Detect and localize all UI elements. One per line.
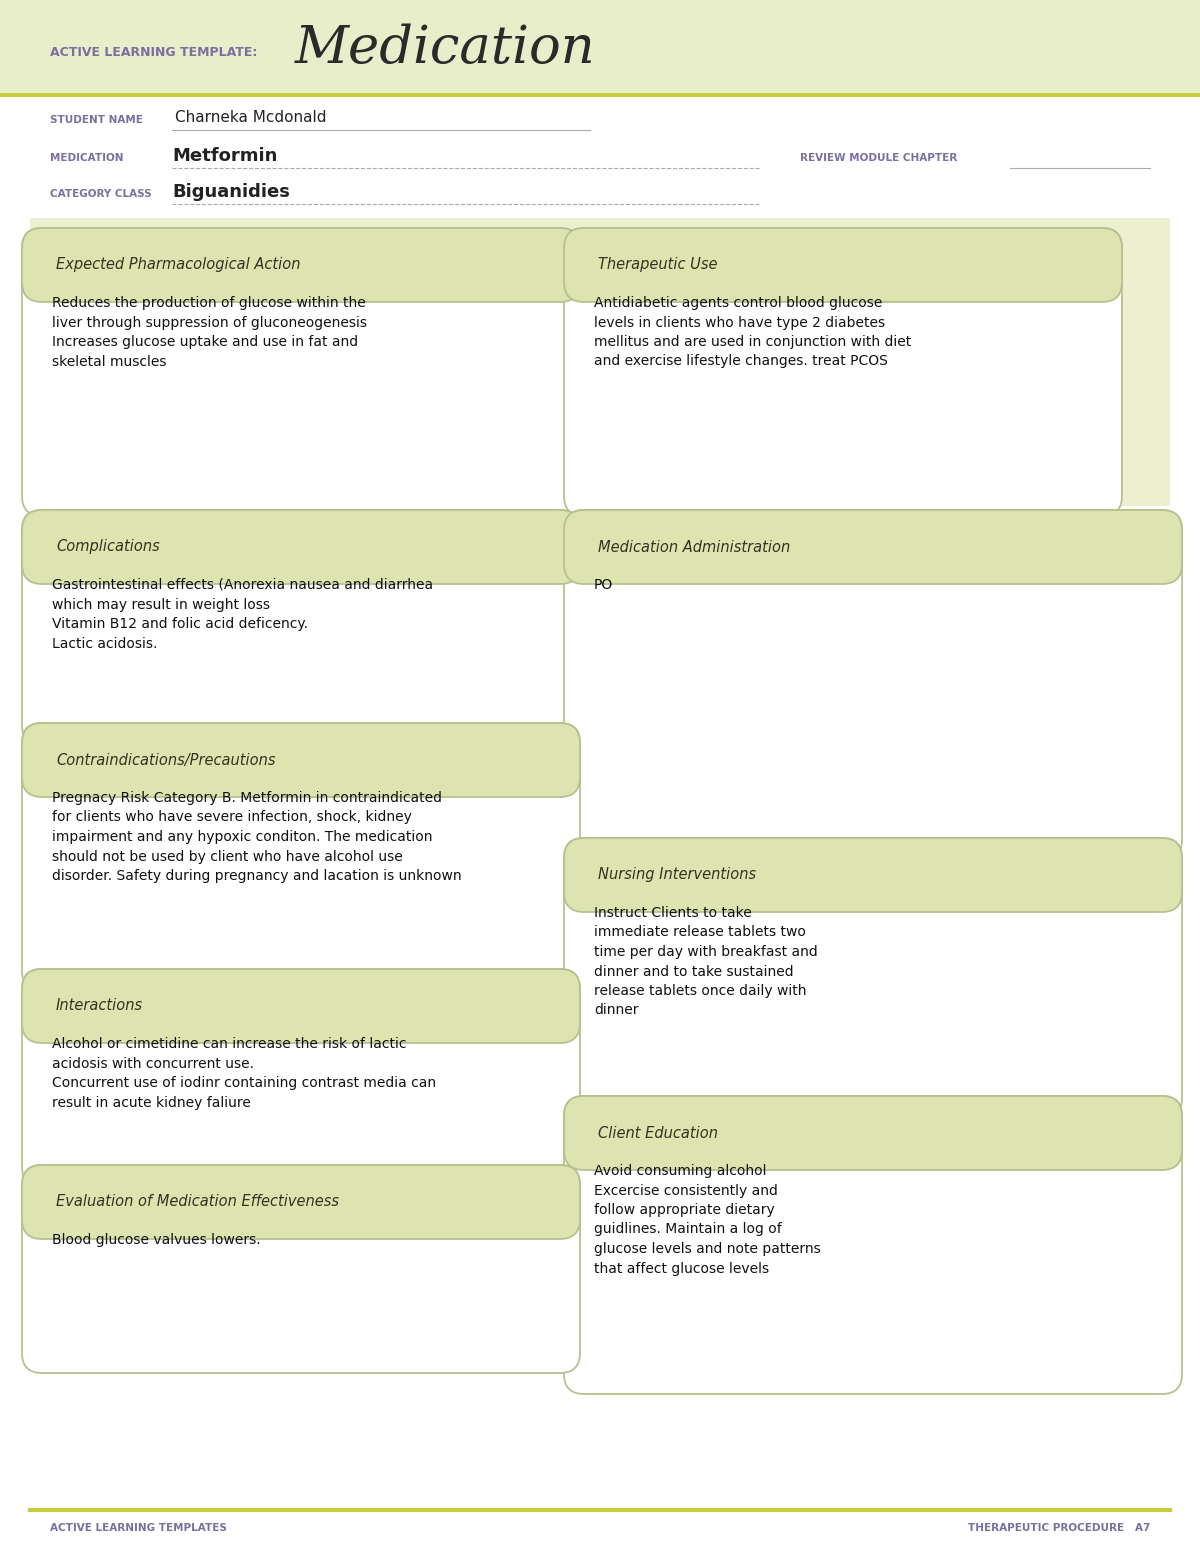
Bar [586,266,1102,283]
Bar [43,1202,559,1219]
Bar [43,1020,559,1023]
Text: ACTIVE LEARNING TEMPLATES: ACTIVE LEARNING TEMPLATES [50,1523,227,1533]
Bar [43,562,559,564]
FancyBboxPatch shape [22,509,580,745]
FancyBboxPatch shape [22,228,580,516]
FancyBboxPatch shape [564,1096,1182,1395]
Text: Complications: Complications [56,539,160,554]
Bar [586,1134,1162,1151]
Bar [586,562,1162,564]
Text: Interactions: Interactions [56,999,143,1014]
Text: Biguanidies: Biguanidies [172,183,290,200]
Bar [586,280,1102,283]
Text: CATEGORY CLASS: CATEGORY CLASS [50,189,151,199]
FancyBboxPatch shape [564,1096,1182,1169]
Bar [30,217,1170,506]
Text: Reduces the production of glucose within the
liver through suppression of glucon: Reduces the production of glucose within… [52,297,367,368]
Bar [0,93,1200,96]
Bar [586,547,1162,564]
Bar [43,759,559,776]
Text: Therapeutic Use: Therapeutic Use [598,258,718,272]
FancyBboxPatch shape [22,1165,580,1373]
Text: Charneka Mcdonald: Charneka Mcdonald [175,110,326,126]
Bar [586,874,1162,891]
FancyBboxPatch shape [564,228,1122,301]
Text: PO: PO [594,578,613,592]
Text: Antidiabetic agents control blood glucose
levels in clients who have type 2 diab: Antidiabetic agents control blood glucos… [594,297,911,368]
Text: REVIEW MODULE CHAPTER: REVIEW MODULE CHAPTER [800,154,958,163]
Text: THERAPEUTIC PROCEDURE   A7: THERAPEUTIC PROCEDURE A7 [967,1523,1150,1533]
Bar [43,1218,559,1219]
Text: Contraindications/Precautions: Contraindications/Precautions [56,753,276,767]
Bar [43,547,559,564]
FancyBboxPatch shape [22,228,580,301]
FancyBboxPatch shape [564,509,1182,860]
Text: Expected Pharmacological Action: Expected Pharmacological Action [56,258,300,272]
Text: Metformin: Metformin [172,148,277,165]
FancyBboxPatch shape [22,969,580,1186]
Text: Medication Administration: Medication Administration [598,539,791,554]
Text: MEDICATION: MEDICATION [50,154,124,163]
Text: Alcohol or cimetidine can increase the risk of lactic
acidosis with concurrent u: Alcohol or cimetidine can increase the r… [52,1037,436,1109]
Bar [43,775,559,776]
FancyBboxPatch shape [564,839,1182,1118]
FancyBboxPatch shape [22,724,580,991]
Text: Nursing Interventions: Nursing Interventions [598,868,756,882]
FancyBboxPatch shape [22,509,580,584]
Bar [43,280,559,283]
Bar [43,1006,559,1023]
FancyBboxPatch shape [22,969,580,1044]
Text: Gastrointestinal effects (Anorexia nausea and diarrhea
which may result in weigh: Gastrointestinal effects (Anorexia nause… [52,578,433,651]
FancyBboxPatch shape [564,509,1182,584]
Text: PURPOSE OF MEDICATION: PURPOSE OF MEDICATION [48,227,229,241]
Bar [0,0,1200,95]
Text: STUDENT NAME: STUDENT NAME [50,115,143,124]
Bar [586,1148,1162,1151]
FancyBboxPatch shape [564,839,1182,912]
Text: Client Education: Client Education [598,1126,718,1140]
FancyBboxPatch shape [22,724,580,797]
FancyBboxPatch shape [22,1165,580,1239]
Text: Pregnacy Risk Category B. Metformin in contraindicated
for clients who have seve: Pregnacy Risk Category B. Metformin in c… [52,790,462,884]
Text: Instruct Clients to take
immediate release tablets two
time per day with breakfa: Instruct Clients to take immediate relea… [594,905,817,1017]
Text: Avoid consuming alcohol
Excercise consistently and
follow appropriate dietary
gu: Avoid consuming alcohol Excercise consis… [594,1165,821,1275]
Text: Blood glucose valvues lowers.: Blood glucose valvues lowers. [52,1233,260,1247]
Text: Evaluation of Medication Effectiveness: Evaluation of Medication Effectiveness [56,1194,340,1210]
Bar [43,266,559,283]
Bar [586,890,1162,891]
Text: ACTIVE LEARNING TEMPLATE:: ACTIVE LEARNING TEMPLATE: [50,45,257,59]
FancyBboxPatch shape [564,228,1122,516]
Text: Medication: Medication [295,22,595,73]
